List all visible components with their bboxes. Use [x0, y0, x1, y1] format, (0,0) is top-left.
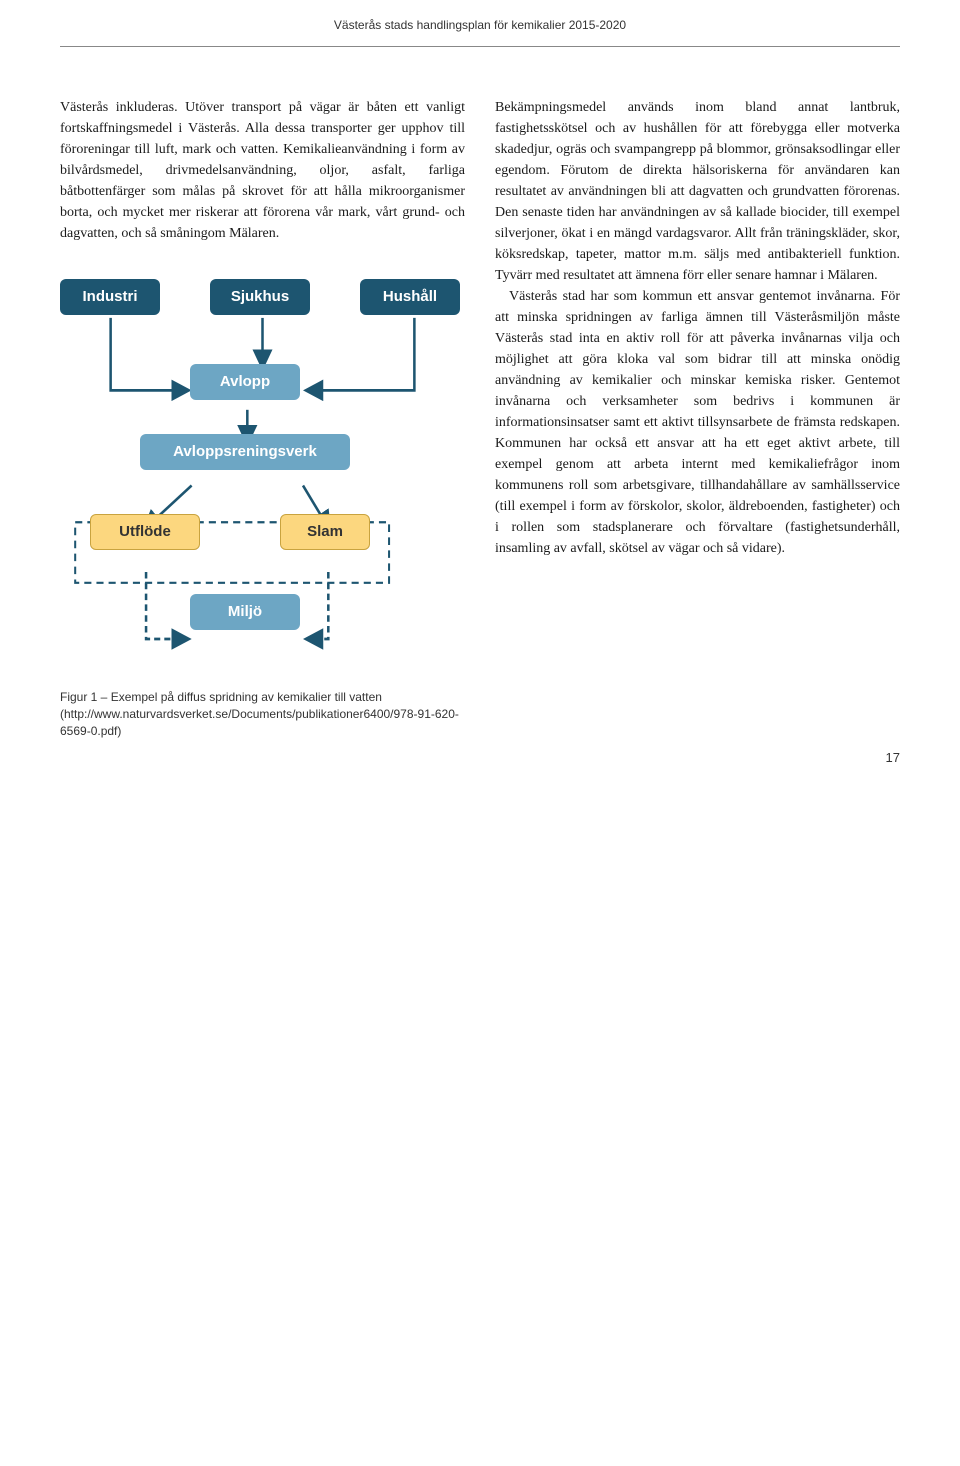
node-slam: Slam	[280, 514, 370, 550]
node-sjukhus: Sjukhus	[210, 279, 310, 315]
flowchart: Industri Sjukhus Hushåll Avlopp Avloppsr…	[60, 279, 465, 679]
content-columns: Västerås inkluderas. Utöver transport på…	[60, 97, 900, 739]
node-utflode: Utflöde	[90, 514, 200, 550]
left-column: Västerås inkluderas. Utöver transport på…	[60, 97, 465, 739]
left-paragraph: Västerås inkluderas. Utöver transport på…	[60, 97, 465, 244]
page-header: Västerås stads handlingsplan för kemikal…	[60, 0, 900, 47]
right-paragraph-1: Bekämpningsmedel används inom bland anna…	[495, 97, 900, 286]
page-number: 17	[886, 750, 900, 765]
node-hushall: Hushåll	[360, 279, 460, 315]
right-paragraph-2: Västerås stad har som kommun ett ansvar …	[495, 286, 900, 559]
node-miljo: Miljö	[190, 594, 300, 630]
right-column: Bekämpningsmedel används inom bland anna…	[495, 97, 900, 739]
node-industri: Industri	[60, 279, 160, 315]
node-avlopp: Avlopp	[190, 364, 300, 400]
figure-caption: Figur 1 – Exempel på diffus spridning av…	[60, 689, 465, 739]
node-reningsverk: Avloppsreningsverk	[140, 434, 350, 470]
